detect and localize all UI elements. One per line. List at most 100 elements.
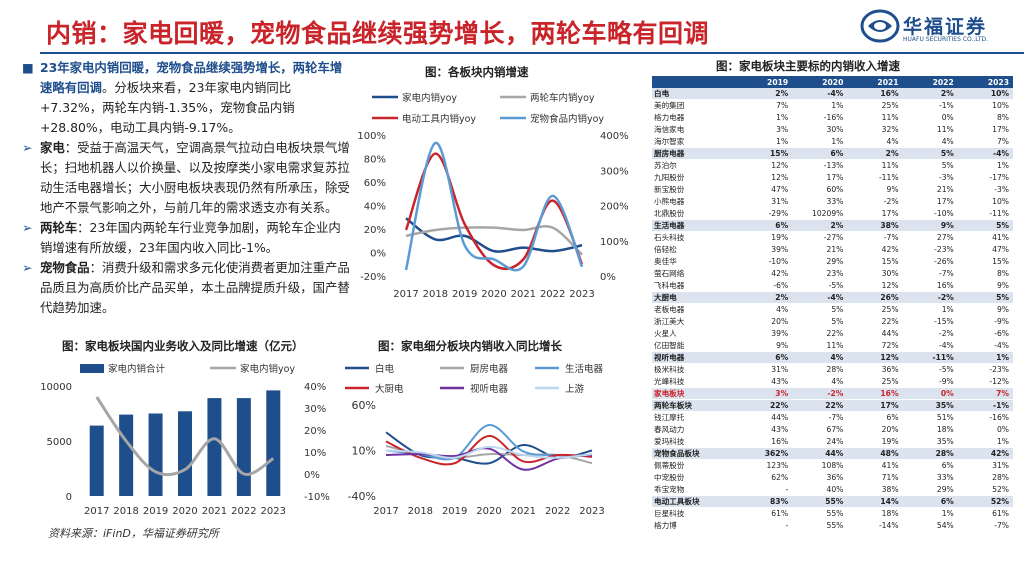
subsegment-chart-title: 图：家电细分板块内销收入同比增长 bbox=[378, 339, 562, 353]
growth-cell: -12% bbox=[957, 375, 1013, 388]
growth-cell: 51% bbox=[902, 411, 958, 424]
right-axis-tick: -10% bbox=[304, 492, 330, 503]
growth-cell: -7% bbox=[847, 231, 903, 244]
growth-cell: 40% bbox=[792, 483, 848, 496]
table-row: 春风动力 43% 67% 20% 18% 0% bbox=[652, 423, 1013, 436]
company-name-cell: 小熊电器 bbox=[652, 195, 737, 208]
growth-cell: 12% bbox=[847, 279, 903, 292]
growth-cell: 5% bbox=[902, 147, 958, 160]
growth-cell: 38% bbox=[847, 219, 903, 232]
growth-cell: 29% bbox=[902, 483, 958, 496]
x-axis-tick: 2023 bbox=[569, 289, 594, 300]
company-name-cell: 倍轻松 bbox=[652, 243, 737, 256]
growth-cell: 4% bbox=[792, 375, 848, 388]
company-name-cell: 电动工具板块 bbox=[652, 495, 737, 508]
growth-cell: 55% bbox=[792, 507, 848, 520]
right-axis-tick: 10% bbox=[304, 448, 326, 459]
growth-cell: 15% bbox=[957, 255, 1013, 268]
growth-cell: -10% bbox=[737, 255, 793, 268]
arrow-bullet-icon: ➢ bbox=[22, 260, 33, 275]
growth-cell: 17% bbox=[957, 123, 1013, 136]
growth-cell: -2% bbox=[847, 195, 903, 208]
growth-cell: 29% bbox=[792, 255, 848, 268]
growth-cell: -10% bbox=[902, 207, 958, 220]
growth-cell: -16% bbox=[957, 411, 1013, 424]
left-axis-tick: 80% bbox=[364, 155, 386, 166]
left-axis-tick: 60% bbox=[364, 178, 386, 189]
table-column-header: 2021 bbox=[847, 76, 903, 88]
growth-cell: 6% bbox=[847, 411, 903, 424]
left-axis-tick: 40% bbox=[364, 202, 386, 213]
bar bbox=[178, 411, 192, 496]
legend-swatch bbox=[80, 364, 104, 373]
growth-cell: -6% bbox=[737, 279, 793, 292]
growth-cell: -3% bbox=[957, 183, 1013, 196]
growth-cell: 5% bbox=[792, 303, 848, 316]
growth-cell: 5% bbox=[792, 315, 848, 328]
growth-cell: 6% bbox=[902, 459, 958, 472]
x-axis-tick: 2023 bbox=[261, 506, 286, 517]
growth-cell: 55% bbox=[792, 519, 848, 532]
growth-cell: -1% bbox=[957, 399, 1013, 412]
growth-cell: 11% bbox=[902, 123, 958, 136]
growth-cell: 27% bbox=[902, 231, 958, 244]
growth-cell: 1% bbox=[957, 351, 1013, 364]
growth-cell: 7% bbox=[957, 135, 1013, 148]
table-category-row: 生活电器 6% 2% 38% 9% 5% bbox=[652, 219, 1013, 232]
growth-cell: -4% bbox=[957, 147, 1013, 160]
legend-label: 家电内销合计 bbox=[108, 363, 166, 375]
growth-cell: 60% bbox=[792, 183, 848, 196]
y-axis-tick: 10% bbox=[352, 445, 376, 458]
growth-cell: 25% bbox=[847, 99, 903, 112]
company-name-cell: 萤石网络 bbox=[652, 267, 737, 280]
growth-cell: -9% bbox=[957, 315, 1013, 328]
right-axis-tick: 400% bbox=[600, 131, 629, 142]
company-name-cell: 苏泊尔 bbox=[652, 159, 737, 172]
growth-cell: 20% bbox=[847, 423, 903, 436]
arrow-bullet-icon: ➢ bbox=[22, 140, 33, 155]
growth-cell: 10% bbox=[957, 99, 1013, 112]
growth-cell: 9% bbox=[902, 219, 958, 232]
growth-cell: -27% bbox=[792, 231, 848, 244]
square-bullet-icon: ■ bbox=[22, 60, 34, 75]
growth-cell: 23% bbox=[792, 267, 848, 280]
x-axis-tick: 2019 bbox=[143, 506, 168, 517]
growth-cell: 39% bbox=[737, 243, 793, 256]
summary-text: 。分板块来看，23年家电内销同比+7.32%，两轮车内销-1.35%，宠物食品内… bbox=[40, 80, 295, 135]
growth-cell: 31% bbox=[737, 363, 793, 376]
x-axis-tick: 2017 bbox=[373, 506, 398, 517]
growth-cell: 12% bbox=[847, 351, 903, 364]
two-wheeler-text: ：23年国内两轮车行业竞争加剧，两轮车企业内销增速有所放缓，23年国内收入同比-… bbox=[40, 220, 341, 255]
legend-label: 生活电器 bbox=[565, 363, 604, 375]
appliance-paragraph: ➢ 家电：受益于高温天气，空调高景气拉动白电板块景气增长；扫地机器人以价换量、以及… bbox=[22, 138, 352, 218]
bar bbox=[148, 413, 163, 496]
table-row: 光峰科技 43% 4% 25% -9% -12% bbox=[652, 375, 1013, 388]
company-logo: 华福证券 HUAFU SECURITIES CO.,LTD. bbox=[858, 6, 1018, 48]
growth-cell: 17% bbox=[847, 207, 903, 220]
right-axis-tick: 200% bbox=[600, 202, 629, 213]
x-axis-tick: 2022 bbox=[545, 506, 570, 517]
growth-cell: 6% bbox=[902, 495, 958, 508]
growth-cell: -5% bbox=[902, 363, 958, 376]
company-name-cell: 乖宝宠物 bbox=[652, 483, 737, 496]
growth-cell: -6% bbox=[957, 327, 1013, 340]
growth-cell: 0% bbox=[957, 423, 1013, 436]
table-category-row: 家电板块 3% -2% 16% 0% 7% bbox=[652, 387, 1013, 400]
two-wheeler-label: 两轮车 bbox=[40, 220, 78, 235]
growth-cell: 18% bbox=[902, 423, 958, 436]
table-column-header: 2023 bbox=[957, 76, 1013, 88]
growth-cell: 24% bbox=[792, 435, 848, 448]
y-axis-tick: -40% bbox=[348, 490, 376, 503]
growth-cell: 6% bbox=[792, 147, 848, 160]
growth-cell: -11% bbox=[957, 207, 1013, 220]
growth-cell: - bbox=[737, 483, 793, 496]
growth-cell: -23% bbox=[957, 363, 1013, 376]
company-name-cell: 生活电器 bbox=[652, 219, 737, 232]
x-axis-tick: 2018 bbox=[113, 506, 138, 517]
x-axis-tick: 2017 bbox=[84, 506, 109, 517]
growth-cell: 0% bbox=[902, 387, 958, 400]
bar bbox=[207, 398, 222, 496]
growth-cell: 42% bbox=[847, 243, 903, 256]
x-axis-tick: 2017 bbox=[393, 289, 418, 300]
growth-cell: 36% bbox=[847, 363, 903, 376]
